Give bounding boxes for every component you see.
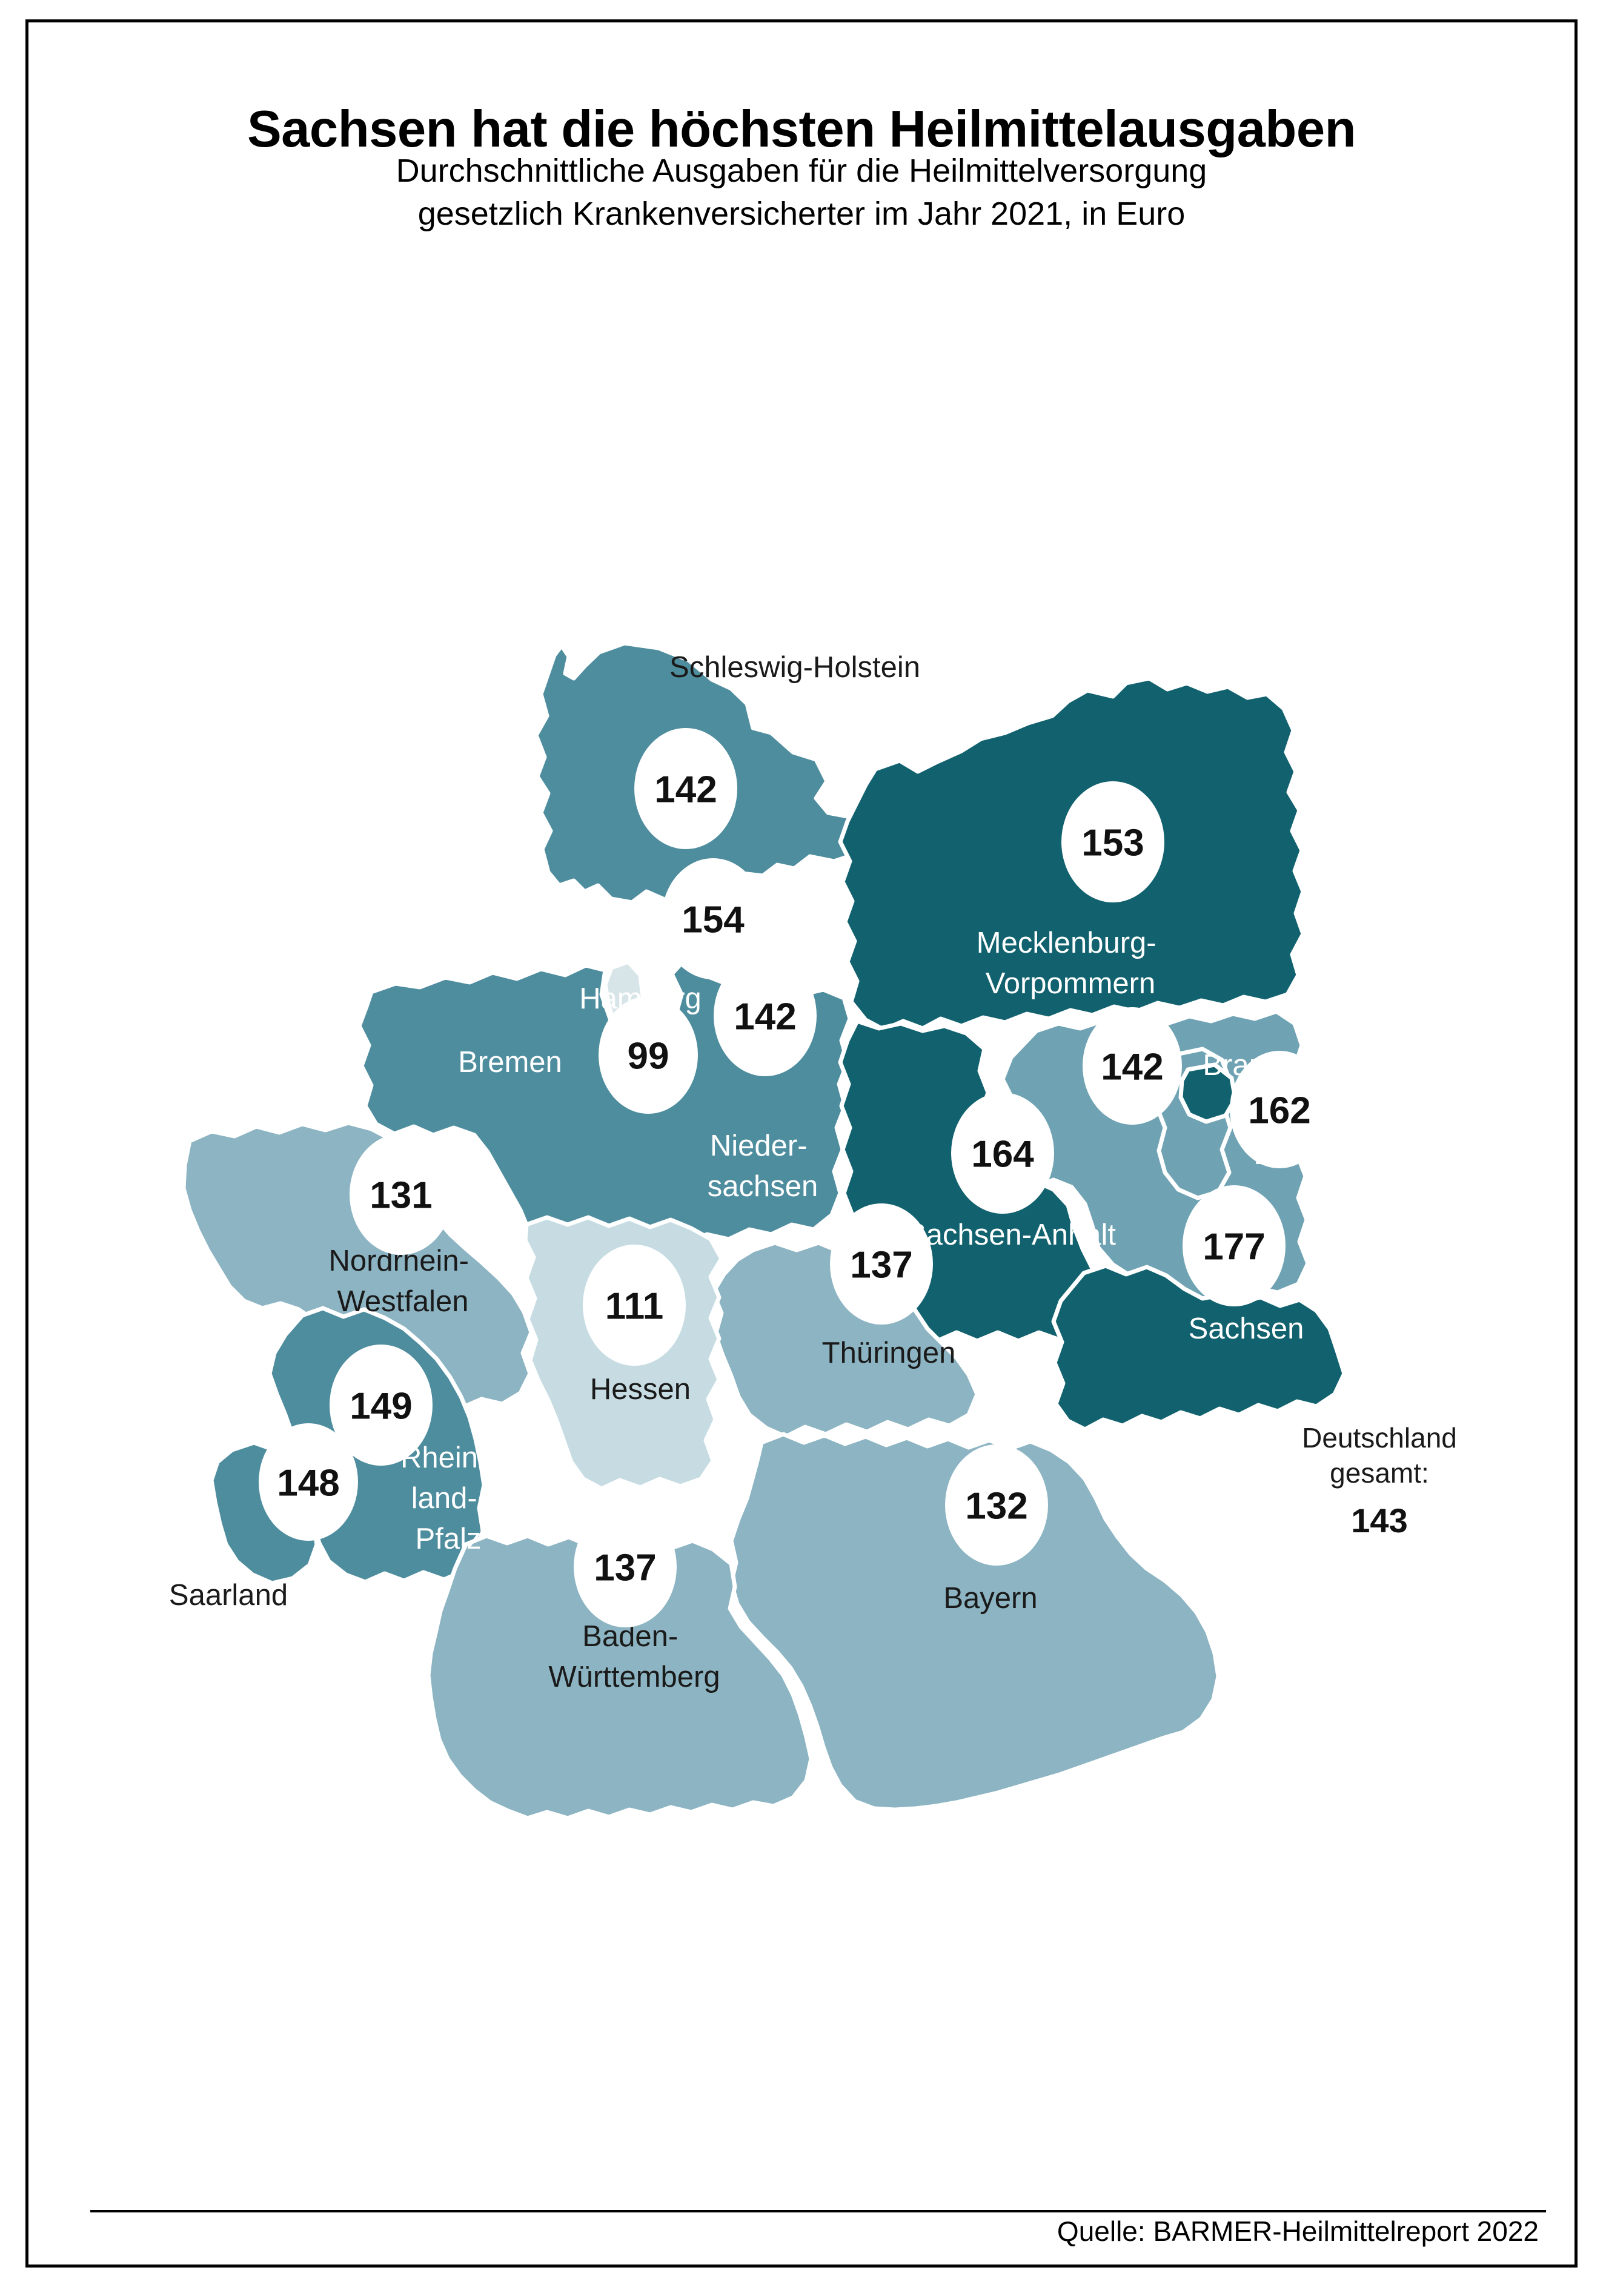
- value-bubble-hamburg[interactable]: 154: [662, 858, 765, 979]
- value-bubble-bayern[interactable]: 132: [945, 1444, 1048, 1566]
- svg-text:162: 162: [1248, 1090, 1310, 1132]
- svg-text:132: 132: [965, 1486, 1027, 1527]
- state-label-hessen: Hessen: [590, 1373, 691, 1406]
- svg-text:99: 99: [628, 1036, 669, 1077]
- national-total-annotation: Deutschland gesamt: 143: [1302, 1422, 1457, 1540]
- subtitle-line-1: Durchschnittliche Ausgaben für die Heilm…: [396, 153, 1207, 189]
- value-bubble-hessen[interactable]: 111: [583, 1245, 686, 1366]
- svg-text:142: 142: [1101, 1047, 1163, 1088]
- subtitle-line-2: gesetzlich Krankenversicherter im Jahr 2…: [417, 196, 1186, 233]
- value-bubble-bremen[interactable]: 99: [599, 996, 698, 1114]
- national-total-label-line2: gesamt:: [1330, 1457, 1429, 1489]
- state-labels-group: Schleswig-Holstein Hamburg Mecklenburg- …: [169, 651, 1375, 1693]
- svg-text:111: 111: [605, 1286, 664, 1328]
- national-total-value: 143: [1351, 1501, 1407, 1540]
- value-bubble-thueringen[interactable]: 137: [830, 1203, 933, 1325]
- state-label-rheinland-pfalz: Rhein- land- Pfalz: [400, 1441, 496, 1555]
- germany-choropleth-map: Schleswig-Holstein Hamburg Mecklenburg- …: [28, 325, 1581, 2179]
- svg-text:154: 154: [682, 899, 745, 941]
- svg-text:149: 149: [350, 1386, 412, 1428]
- state-shape-sachsen[interactable]: [1051, 1263, 1347, 1432]
- svg-text:142: 142: [654, 769, 717, 811]
- infographic-frame: Sachsen hat die höchsten Heilmittelausga…: [25, 19, 1578, 2268]
- svg-text:177: 177: [1203, 1226, 1265, 1268]
- state-label-sachsen: Sachsen: [1189, 1312, 1304, 1345]
- state-label-sachsen-anhalt: Sachsen-Anhalt: [906, 1219, 1116, 1251]
- value-bubble-mecklenburg-vorpommern[interactable]: 153: [1061, 781, 1164, 902]
- state-shape-berlin[interactable]: [1178, 1062, 1238, 1124]
- value-bubble-nordrhein-westfalen[interactable]: 131: [350, 1134, 453, 1255]
- value-bubble-saarland[interactable]: 148: [259, 1423, 358, 1541]
- value-bubble-berlin[interactable]: 162: [1230, 1051, 1329, 1168]
- state-label-bayern: Bayern: [943, 1582, 1037, 1615]
- value-bubbles-group: 142 154 153 99 142: [259, 728, 1329, 1627]
- value-bubble-niedersachsen[interactable]: 142: [714, 955, 817, 1076]
- svg-text:148: 148: [277, 1463, 339, 1504]
- state-shapes-group: [181, 641, 1347, 1821]
- svg-text:131: 131: [370, 1175, 432, 1217]
- state-label-schleswig-holstein: Schleswig-Holstein: [669, 651, 920, 684]
- svg-text:137: 137: [850, 1245, 912, 1286]
- page-subtitle: Durchschnittliche Ausgaben für die Heilm…: [28, 150, 1574, 236]
- state-shape-bayern[interactable]: [729, 1432, 1221, 1812]
- value-bubble-schleswig-holstein[interactable]: 142: [634, 728, 737, 849]
- source-rule: [90, 2210, 1546, 2212]
- svg-text:137: 137: [594, 1547, 656, 1589]
- state-label-bremen: Bremen: [458, 1046, 562, 1079]
- state-label-niedersachsen: Nieder- sachsen: [708, 1130, 818, 1203]
- value-bubble-rheinland-pfalz[interactable]: 149: [330, 1345, 433, 1466]
- svg-text:142: 142: [734, 996, 796, 1038]
- svg-text:164: 164: [971, 1134, 1034, 1176]
- value-bubble-sachsen[interactable]: 177: [1183, 1185, 1286, 1306]
- state-label-mecklenburg-vorpommern: Mecklenburg- Vorpommern: [977, 927, 1164, 1000]
- value-bubble-baden-wuerttemberg[interactable]: 137: [574, 1506, 677, 1627]
- value-bubble-sachsen-anhalt[interactable]: 164: [951, 1093, 1054, 1214]
- source-bar: Quelle: BARMER-Heilmittelreport 2022: [54, 2210, 1546, 2248]
- state-label-thueringen: Thüringen: [822, 1337, 956, 1369]
- state-label-saarland: Saarland: [169, 1579, 288, 1612]
- source-text: Quelle: BARMER-Heilmittelreport 2022: [1046, 2215, 1539, 2248]
- state-shape-nordrhein-westfalen[interactable]: [181, 1120, 534, 1410]
- value-bubble-brandenburg[interactable]: 142: [1083, 1007, 1182, 1125]
- page-title: Sachsen hat die höchsten Heilmittelausga…: [247, 100, 1356, 158]
- national-total-label-line1: Deutschland: [1302, 1422, 1457, 1454]
- svg-text:153: 153: [1081, 822, 1144, 864]
